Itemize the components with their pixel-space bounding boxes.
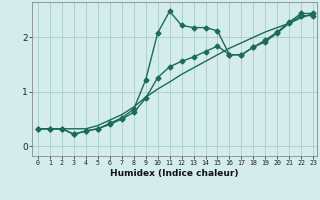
X-axis label: Humidex (Indice chaleur): Humidex (Indice chaleur) [110, 169, 239, 178]
